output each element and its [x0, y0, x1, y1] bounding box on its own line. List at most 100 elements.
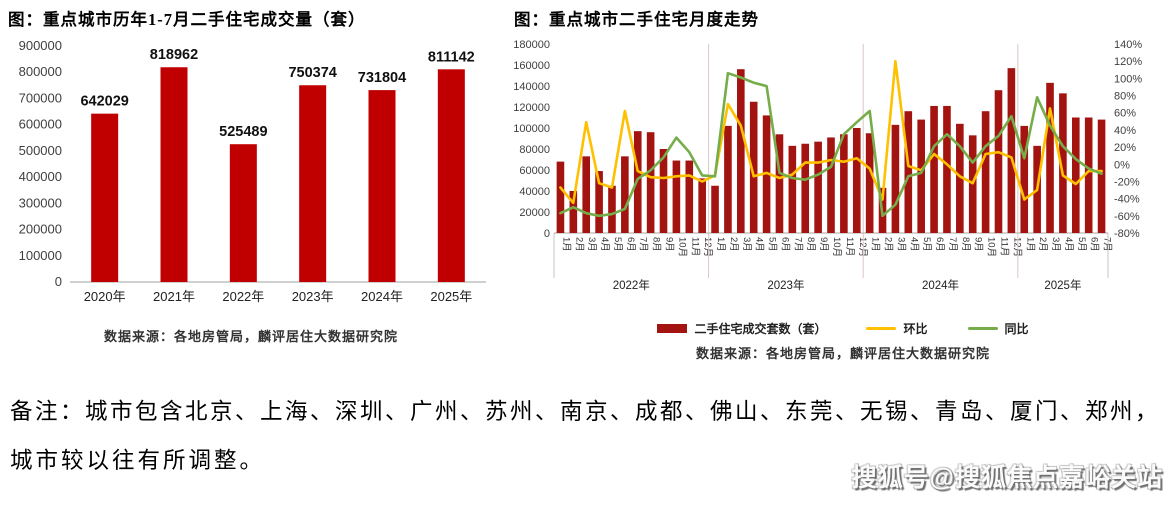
right-chart-source: 数据来源：各地房管局，麟评居住大数据研究院: [695, 346, 990, 361]
svg-text:60000: 60000: [519, 165, 550, 177]
svg-text:8月: 8月: [651, 237, 662, 252]
svg-text:400000: 400000: [19, 169, 62, 184]
svg-text:2月: 2月: [728, 237, 739, 252]
svg-text:2022年: 2022年: [222, 289, 264, 304]
svg-text:525489: 525489: [219, 124, 267, 140]
svg-text:8月: 8月: [960, 237, 971, 252]
svg-text:10月: 10月: [986, 237, 997, 257]
svg-text:5月: 5月: [612, 237, 623, 252]
svg-text:4月: 4月: [599, 237, 610, 252]
svg-text:100000: 100000: [19, 248, 62, 263]
svg-text:40%: 40%: [1114, 125, 1136, 137]
svg-text:2月: 2月: [1037, 237, 1048, 252]
svg-text:2月: 2月: [573, 237, 584, 252]
svg-text:0: 0: [544, 228, 550, 240]
svg-text:300000: 300000: [19, 195, 62, 210]
svg-text:642029: 642029: [80, 94, 128, 110]
svg-text:9月: 9月: [818, 237, 829, 252]
svg-text:3月: 3月: [741, 237, 752, 252]
svg-text:200000: 200000: [19, 222, 62, 237]
right-chart-svg: 0 20000 40000 60000 80000 100000 120000 140000 1…: [514, 39, 1142, 292]
legend-bar-swatch: [657, 324, 688, 333]
svg-text:2023年: 2023年: [767, 278, 804, 292]
svg-text:11月: 11月: [844, 237, 855, 256]
legend-tongbi-label: 同比: [1004, 322, 1029, 336]
svg-text:750374: 750374: [288, 65, 336, 81]
svg-text:60%: 60%: [1114, 108, 1136, 120]
svg-text:10月: 10月: [831, 237, 842, 257]
right-chart: 图：重点城市二手住宅月度走势 0 20000 40000 60000 80000 1000…: [514, 6, 1171, 362]
svg-text:11月: 11月: [689, 237, 700, 256]
svg-text:731804: 731804: [358, 70, 406, 86]
svg-text:8月: 8月: [805, 237, 816, 252]
svg-text:100000: 100000: [514, 123, 550, 135]
svg-text:7月: 7月: [638, 237, 649, 252]
svg-text:0: 0: [55, 274, 62, 289]
svg-text:10月: 10月: [676, 237, 687, 257]
svg-text:2024年: 2024年: [361, 289, 403, 304]
svg-text:3月: 3月: [1050, 237, 1061, 252]
svg-text:3月: 3月: [895, 237, 906, 252]
svg-text:1月: 1月: [715, 237, 726, 252]
svg-text:4月: 4月: [754, 237, 765, 252]
note: 备注：城市包含北京、上海、深圳、广州、苏州、南京、成都、佛山、东莞、无锡、青岛、…: [10, 396, 1166, 477]
svg-text:120000: 120000: [514, 102, 550, 114]
svg-text:2022年: 2022年: [613, 278, 650, 292]
svg-text:120%: 120%: [1114, 56, 1142, 68]
svg-text:160000: 160000: [514, 60, 550, 72]
svg-text:600000: 600000: [19, 117, 62, 132]
svg-text:500000: 500000: [19, 143, 62, 158]
svg-text:2023年: 2023年: [292, 289, 334, 304]
svg-text:5月: 5月: [1076, 237, 1087, 252]
svg-text:5月: 5月: [767, 237, 778, 252]
svg-text:140000: 140000: [514, 81, 550, 93]
svg-text:-60%: -60%: [1114, 211, 1140, 223]
left-chart-svg: 0 100000 200000 300000 400000 500000 600000 700…: [19, 38, 486, 304]
svg-text:7月: 7月: [1102, 237, 1113, 252]
svg-text:3月: 3月: [586, 237, 597, 252]
svg-text:6月: 6月: [934, 237, 945, 252]
svg-text:2025年: 2025年: [1044, 278, 1081, 292]
svg-text:1月: 1月: [1024, 237, 1035, 252]
legend-item-tongbi: 同比: [967, 320, 1029, 337]
legend-tongbi-swatch: [967, 326, 998, 331]
svg-text:80000: 80000: [519, 144, 550, 156]
svg-text:11月: 11月: [998, 237, 1009, 256]
svg-text:900000: 900000: [19, 38, 62, 53]
left-chart-title: 图：重点城市历年1-7月二手住宅成交量（套）: [8, 10, 366, 29]
svg-text:140%: 140%: [1114, 39, 1142, 51]
right-chart-title: 图：重点城市二手住宅月度走势: [514, 10, 759, 29]
legend-item-bar: 二手住宅成交套数（套）: [657, 320, 826, 337]
svg-text:2024年: 2024年: [922, 278, 959, 292]
svg-text:9月: 9月: [973, 237, 984, 252]
svg-text:2020年: 2020年: [84, 289, 126, 304]
svg-text:-40%: -40%: [1114, 194, 1140, 206]
svg-text:818962: 818962: [150, 47, 198, 63]
svg-text:-20%: -20%: [1114, 176, 1140, 188]
svg-text:700000: 700000: [19, 90, 62, 105]
svg-text:2025年: 2025年: [430, 289, 472, 304]
svg-text:100%: 100%: [1114, 73, 1142, 85]
left-chart: 图：重点城市历年1-7月二手住宅成交量（套） 0 100000 200000 3000…: [8, 6, 494, 345]
svg-text:4月: 4月: [1063, 237, 1074, 252]
svg-text:800000: 800000: [19, 64, 62, 79]
svg-text:40000: 40000: [519, 186, 550, 198]
svg-text:7月: 7月: [947, 237, 958, 252]
svg-text:1月: 1月: [560, 237, 571, 252]
svg-text:20%: 20%: [1114, 142, 1136, 154]
legend-bar-label: 二手住宅成交套数（套）: [694, 322, 827, 336]
svg-text:7月: 7月: [792, 237, 803, 252]
svg-text:12月: 12月: [1011, 237, 1022, 257]
right-chart-legend: 二手住宅成交套数（套） 环比 同比: [514, 320, 1171, 337]
legend-huanbi-swatch: [866, 326, 897, 331]
svg-text:2月: 2月: [883, 237, 894, 252]
left-chart-source: 数据来源：各地房管局，麟评居住大数据研究院: [103, 329, 398, 344]
svg-text:0%: 0%: [1114, 159, 1130, 171]
svg-text:-80%: -80%: [1114, 228, 1140, 240]
watermark: 搜狐号@搜狐焦点嘉峪关站: [851, 464, 1163, 492]
svg-text:9月: 9月: [664, 237, 675, 252]
svg-text:180000: 180000: [514, 39, 550, 51]
legend-huanbi-label: 环比: [903, 322, 928, 336]
note-line2: 城市较以往有所调整。: [10, 447, 266, 473]
